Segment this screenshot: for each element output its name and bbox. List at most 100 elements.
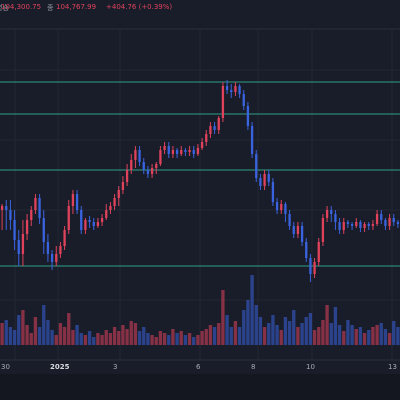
volume-bar	[362, 333, 367, 345]
time-label-13: 13	[388, 363, 397, 371]
volume-bar	[367, 330, 371, 345]
volume-bar	[154, 337, 158, 345]
candle-body	[159, 150, 162, 164]
volume-bar	[392, 321, 396, 345]
open-value: 104,300.75	[1, 3, 42, 11]
volume-bar	[133, 323, 138, 345]
candle-body	[84, 220, 87, 230]
candle-body	[17, 240, 20, 254]
volume-bar	[217, 323, 221, 345]
candle-body	[325, 210, 329, 218]
candle-body	[338, 222, 341, 230]
volume-bar	[396, 327, 400, 345]
volume-bar	[325, 305, 329, 345]
candle-body	[342, 222, 345, 230]
volume-bar	[262, 327, 267, 345]
volume-bar	[229, 327, 233, 345]
candle-body	[221, 86, 225, 118]
volume-bar	[383, 329, 388, 345]
volume-bar	[317, 327, 321, 345]
candle-body	[34, 198, 37, 210]
candle-body	[217, 118, 220, 130]
candle-body	[242, 94, 245, 106]
candle-body	[13, 220, 16, 240]
volume-bar	[254, 305, 258, 345]
time-label-8: 8	[251, 363, 256, 371]
volume-bar	[171, 329, 175, 345]
volume-bar	[175, 333, 179, 345]
volume-bar	[271, 315, 275, 345]
candle-body	[30, 210, 33, 220]
volume-bar	[58, 323, 63, 345]
candle-body	[255, 154, 258, 178]
volume-bar	[196, 335, 200, 345]
volume-bar	[204, 329, 208, 345]
candle-body	[321, 218, 325, 242]
volume-bar	[225, 315, 229, 345]
volume-bar	[129, 321, 133, 345]
candle-body	[5, 206, 8, 210]
candle-body	[396, 222, 400, 224]
volume-bar	[29, 333, 33, 345]
candle-body	[150, 168, 154, 174]
volume-bar	[167, 335, 171, 345]
candle-body	[388, 218, 391, 226]
volume-bar	[183, 335, 188, 345]
volume-bar	[187, 333, 192, 345]
volume-bar	[342, 331, 346, 345]
volume-bar	[12, 330, 17, 345]
candle-body	[284, 204, 287, 214]
volume-bar	[308, 313, 313, 345]
volume-bar	[329, 323, 333, 345]
volume-bar	[71, 330, 75, 345]
volume-bar	[279, 330, 283, 345]
candle-body	[63, 230, 66, 246]
candle-body	[50, 254, 54, 262]
volume-bar	[250, 275, 254, 345]
volume-bar	[354, 329, 358, 345]
time-label-10: 10	[306, 363, 315, 371]
volume-bar	[21, 310, 25, 345]
candle-body	[359, 222, 362, 228]
candle-body	[380, 214, 383, 220]
volume-bar	[17, 315, 21, 345]
volume-bar	[312, 330, 317, 345]
candle-body	[367, 224, 370, 226]
candle-body	[259, 178, 262, 186]
candle-body	[163, 146, 166, 150]
candle-body	[42, 218, 45, 242]
candle-body	[184, 150, 187, 152]
candle-body	[271, 182, 275, 202]
volume-bar	[150, 335, 154, 345]
candle-body	[309, 258, 312, 274]
volume-bar	[8, 327, 13, 345]
volume-bar	[100, 335, 104, 345]
candle-body	[130, 160, 133, 170]
volume-bar	[275, 325, 279, 345]
candle-body	[75, 194, 79, 210]
volume-bar	[287, 321, 292, 345]
candle-body	[188, 150, 191, 152]
candle-body	[330, 210, 333, 214]
candle-body	[392, 218, 395, 222]
time-axis[interactable]: 30 2025 3 6 8 10 13	[0, 360, 400, 374]
candle-body	[175, 150, 179, 154]
candle-body	[300, 226, 304, 242]
candle-body	[267, 174, 270, 182]
volume-bar	[121, 325, 125, 345]
volume-bar	[375, 325, 379, 345]
candle-body	[134, 150, 137, 160]
volume-bar	[237, 327, 242, 345]
ohlc-info-bar: 명승 104,300.75 종 104,767.99 +404.76 (+0.3…	[0, 0, 400, 30]
candle-body	[0, 206, 4, 210]
volume-bar	[42, 305, 46, 345]
volume-bar	[104, 330, 108, 345]
candle-body	[113, 198, 116, 206]
symbol-suffix-text: 명승	[0, 4, 9, 12]
volume-bar	[50, 330, 54, 345]
volume-bar	[33, 317, 38, 345]
volume-bar	[350, 325, 354, 345]
candle-body	[46, 242, 50, 254]
